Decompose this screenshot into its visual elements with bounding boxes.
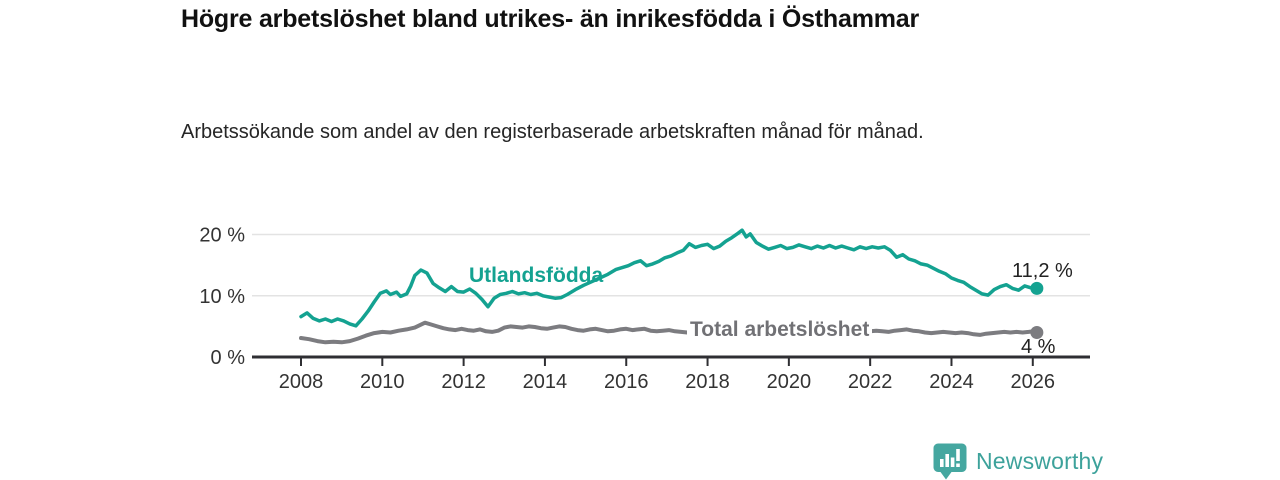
x-tick-label: 2010 <box>360 371 405 393</box>
page-title: Högre arbetslöshet bland utrikes- än inr… <box>181 5 919 33</box>
end-value-label-total: 4 % <box>1021 336 1056 358</box>
x-tick-label: 2022 <box>848 371 893 393</box>
y-tick-label: 20 % <box>199 225 245 247</box>
y-tick-label: 0 % <box>211 347 246 369</box>
y-tick-label: 10 % <box>199 286 245 308</box>
series-label-utlandsfodda: Utlandsfödda <box>469 264 604 287</box>
x-tick-label: 2016 <box>604 371 649 393</box>
x-tick-label: 2026 <box>1011 371 1056 393</box>
x-tick-label: 2020 <box>767 371 812 393</box>
series-label-total-arbetsloshet: Total arbetslöshet <box>687 318 873 342</box>
newsworthy-wordmark: Newsworthy <box>976 448 1104 474</box>
x-tick-label: 2014 <box>523 371 568 393</box>
series-end-dot-utlandsfodda <box>1030 281 1044 295</box>
end-value-label-utlandsfodda: 11,2 % <box>1012 260 1073 282</box>
newsworthy-speech-bubble-bar-chart-icon <box>933 443 967 480</box>
newsworthy-logo: Newsworthy <box>933 443 1103 480</box>
x-tick-label: 2012 <box>441 371 486 393</box>
x-tick-label: 2024 <box>929 371 974 393</box>
series-line-total-arbetsloshet <box>299 320 1039 345</box>
chart-subtitle: Arbetssökande som andel av den registerb… <box>181 121 924 143</box>
series-line-utlandsfodda <box>299 228 1039 328</box>
series-end-dot-total-arbetsloshet <box>1030 326 1044 339</box>
x-tick-label: 2018 <box>685 371 730 393</box>
x-tick-label: 2008 <box>279 371 324 393</box>
